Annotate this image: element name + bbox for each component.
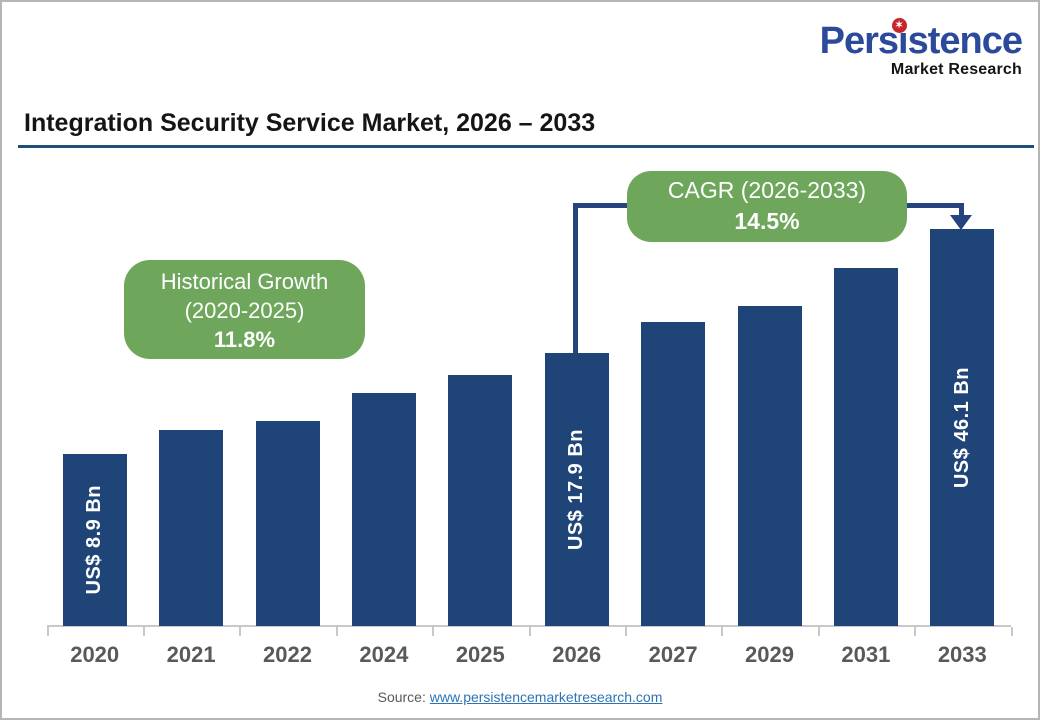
historical-growth-line1: Historical Growth [160,269,329,294]
source-line: Source: www.persistencemarketresearch.co… [2,689,1038,705]
x-axis-tick [335,627,338,636]
x-axis-label-2029: 2029 [745,642,794,667]
logo-brand: Persistence [819,20,1023,62]
logo-brand-wrap: Persistence ✶ [819,18,1023,62]
x-axis-tick [1010,627,1013,636]
bar-value-label: US$ 17.9 Bn [565,428,588,551]
bar-2022 [255,421,320,626]
logo-subtitle: Market Research [890,61,1022,78]
historical-growth-value: 11.8% [213,327,276,352]
bar-value-label: US$ 8.9 Bn [83,485,106,595]
x-axis-tick [142,627,145,636]
bar-2027 [641,322,706,626]
page-title: Integration Security Service Market, 202… [24,109,596,137]
x-axis-label-2022: 2022 [263,642,312,667]
arrow-down-icon [950,215,972,230]
x-axis-tick [817,627,820,636]
x-axis-tick [624,627,627,636]
x-axis-tick [914,627,917,636]
x-axis-label-2020: 2020 [70,642,120,667]
cagr-connector-left-segment [573,203,578,353]
x-axis-label-2026: 2026 [552,642,602,667]
x-axis-label-2031: 2031 [841,642,891,667]
x-axis-tick [46,627,49,636]
bar-2026: US$ 17.9 Bn [544,353,609,626]
bar-2033: US$ 46.1 Bn [930,229,995,626]
x-axis-label-2033: 2033 [937,642,987,667]
bar-2025 [448,375,513,626]
source-label: Source: [377,689,430,705]
x-axis-tick [721,627,724,636]
x-axis-tick [239,627,242,636]
historical-growth-callout: Historical Growth (2020-2025) 11.8% [124,260,365,359]
x-axis-label-2024: 2024 [359,642,409,667]
source-link[interactable]: www.persistencemarketresearch.com [429,689,663,705]
bar-2029 [737,306,802,626]
x-axis-tick [528,627,531,636]
x-axis-line [46,625,1011,627]
cagr-value: 14.5% [734,208,800,234]
x-axis-label-2027: 2027 [648,642,698,667]
bar-2021 [159,430,224,626]
bar-2020: US$ 8.9 Bn [62,454,127,626]
x-axis-label-2021: 2021 [166,642,216,667]
logo-star-icon: ✶ [894,20,904,31]
bar-2031 [833,268,898,626]
logo: Persistence ✶ Market Research [819,18,1023,79]
x-axis-label-2025: 2025 [455,642,505,667]
cagr-connector-right-segment [959,203,964,217]
logo-i-dot: ✶ [891,18,907,33]
cagr-callout: CAGR (2026-2033) 14.5% [627,171,907,242]
cagr-line1: CAGR (2026-2033) [667,177,867,203]
bar-2024 [351,393,416,626]
historical-growth-line2: (2020-2025) [184,298,305,323]
bar-value-label: US$ 46.1 Bn [950,366,973,489]
title-underline [18,145,1034,148]
x-axis-tick [432,627,435,636]
